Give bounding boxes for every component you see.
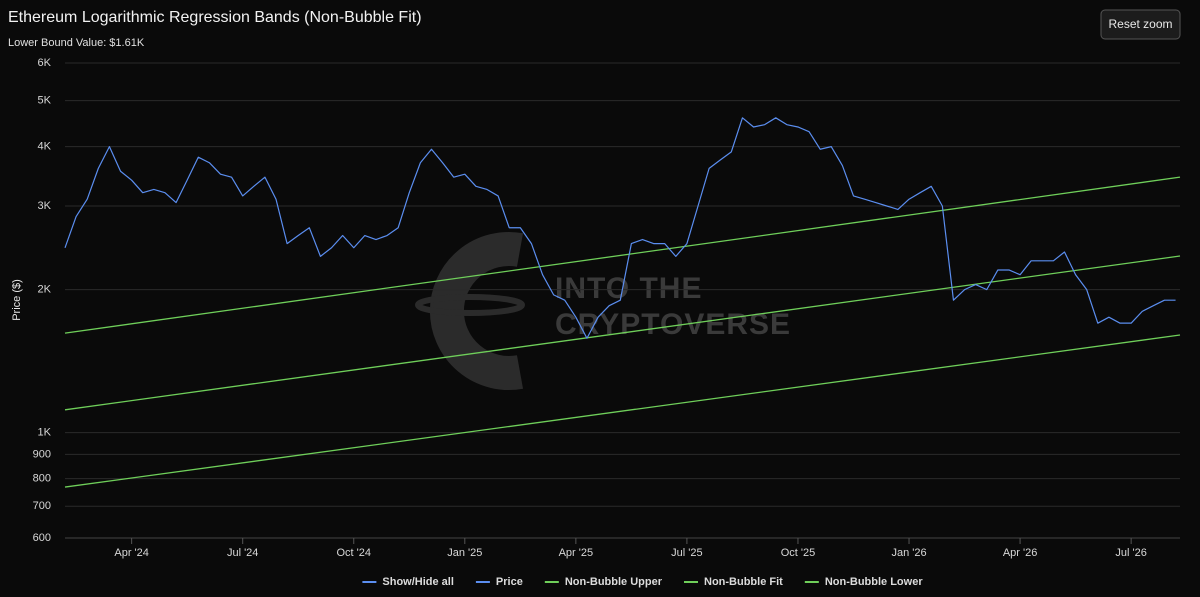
band-line [64, 176, 1181, 334]
legend-item[interactable]: Non-Bubble Upper [544, 576, 663, 588]
y-tick-label: 900 [33, 448, 51, 460]
x-tick-label: Apr '26 [1003, 547, 1038, 559]
legend-label[interactable]: Non-Bubble Upper [565, 576, 663, 588]
legend-item[interactable]: Show/Hide all [362, 576, 454, 588]
watermark-orbit [415, 294, 525, 316]
x-tick-label: Apr '25 [559, 547, 594, 559]
y-tick-label: 700 [33, 500, 51, 512]
legend-item[interactable]: Non-Bubble Fit [684, 576, 783, 588]
x-tick-label: Apr '24 [114, 547, 149, 559]
legend-label[interactable]: Non-Bubble Fit [704, 576, 783, 588]
band-line [64, 255, 1181, 411]
watermark-text: INTO THE [555, 272, 702, 305]
y-tick-label: 600 [33, 532, 51, 544]
x-tick-label: Jul '25 [671, 547, 702, 559]
y-tick-label: 6K [38, 57, 52, 69]
y-tick-label: 2K [38, 284, 52, 296]
reset-zoom-button[interactable]: Reset zoom [1100, 9, 1181, 40]
y-tick-label: 4K [38, 141, 52, 153]
x-tick-label: Jan '26 [891, 547, 926, 559]
plot-area: 600 700 800 900 1K 2K 3K 4K 5K 6K Apr '24 Jul '24 Oc… [33, 57, 1181, 559]
y-tick-label: 5K [38, 95, 52, 107]
legend-label[interactable]: Non-Bubble Lower [825, 576, 923, 588]
band-line [64, 334, 1181, 488]
legend: Show/Hide all Price Non-Bubble Upper Non-Bu… [362, 576, 923, 588]
watermark-text: CRYPTOVERSE [555, 308, 791, 341]
legend-label[interactable]: Show/Hide all [382, 576, 454, 588]
y-tick-label: 3K [38, 200, 52, 212]
x-tick-label: Oct '24 [336, 547, 371, 559]
watermark-logo [415, 232, 525, 390]
x-tick-label: Jul '26 [1115, 547, 1146, 559]
chart-title: Ethereum Logarithmic Regression Bands (N… [8, 9, 422, 26]
y-tick-label: 1K [38, 427, 52, 439]
x-tick-label: Jul '24 [227, 547, 258, 559]
y-tick-label: 800 [33, 473, 51, 485]
chart-subtitle: Lower Bound Value: $1.61K [8, 37, 145, 49]
x-tick-label: Jan '25 [447, 547, 482, 559]
legend-item[interactable]: Price [475, 576, 523, 588]
reset-zoom-label[interactable]: Reset zoom [1108, 17, 1172, 31]
legend-item[interactable]: Non-Bubble Lower [804, 576, 923, 588]
y-axis-label: Price ($) [11, 279, 23, 321]
legend-label[interactable]: Price [496, 576, 523, 588]
reset-zoom-box[interactable] [1100, 9, 1181, 40]
price-line [64, 117, 1176, 339]
x-tick-label: Oct '25 [781, 547, 816, 559]
